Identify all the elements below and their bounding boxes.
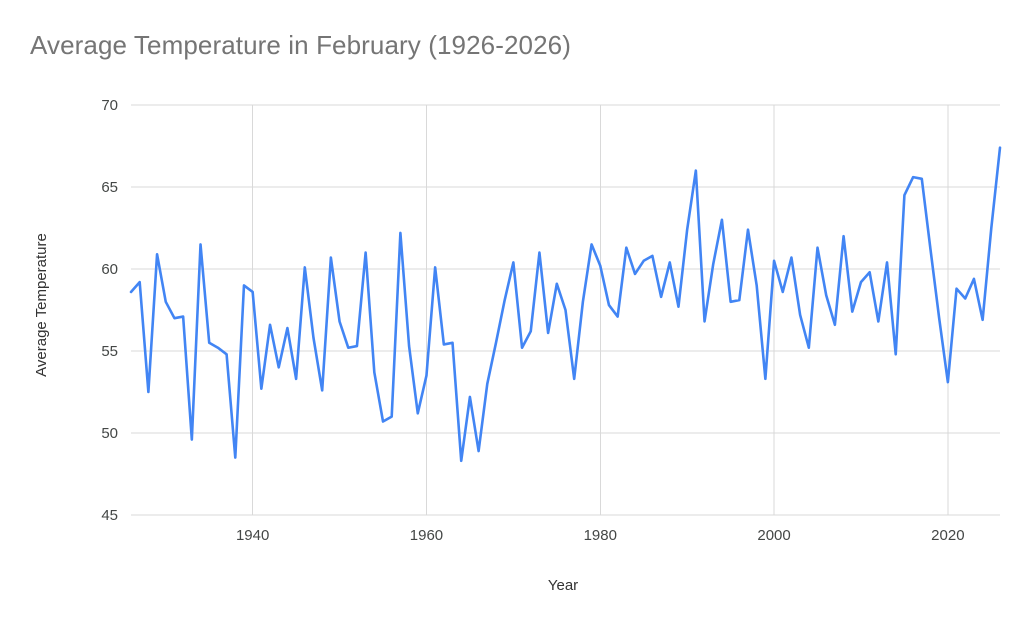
x-tick-label: 2020 — [931, 527, 964, 544]
x-tick-label: 1980 — [584, 527, 617, 544]
x-tick-label: 2000 — [757, 527, 790, 544]
y-axis-title: Average Temperature — [33, 233, 50, 377]
x-tick-label: 1940 — [236, 527, 269, 544]
y-tick-label: 55 — [101, 343, 118, 360]
vertical-gridlines — [252, 105, 949, 515]
x-axis-title: Year — [548, 577, 578, 594]
y-axis-tick-labels: 45 50 55 60 65 70 — [101, 97, 118, 524]
y-tick-label: 65 — [101, 179, 118, 196]
x-axis-tick-labels: 1940 1960 1980 2000 2020 — [236, 527, 965, 544]
y-tick-label: 70 — [101, 97, 118, 114]
series-line — [129, 146, 1002, 463]
y-tick-label: 60 — [101, 261, 118, 278]
y-tick-label: 50 — [101, 425, 118, 442]
data-series-group — [129, 146, 1002, 463]
x-tick-label: 1960 — [410, 527, 443, 544]
y-tick-label: 45 — [101, 507, 118, 524]
chart-title: Average Temperature in February (1926-20… — [30, 30, 571, 60]
